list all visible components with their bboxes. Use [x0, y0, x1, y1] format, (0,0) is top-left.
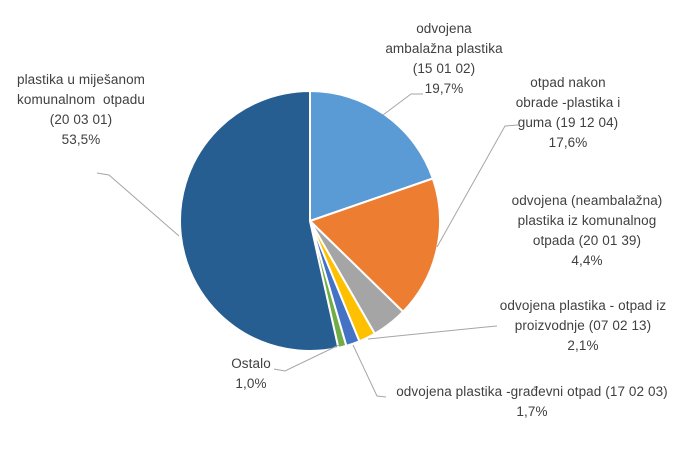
- pie-slices-group: [179, 90, 441, 352]
- leader-line-packaging-plastic: [382, 93, 423, 116]
- callout-non-packaging: odvojena (neambalažna) plastika iz komun…: [511, 193, 663, 268]
- leader-line-mixed-municipal: [96, 172, 180, 237]
- leader-line-production-waste: [367, 325, 498, 340]
- pie-slice-6: [179, 90, 340, 352]
- leader-line-construction-waste: [352, 344, 387, 398]
- callout-production-waste: odvojena plastika - otpad iz proizvodnje…: [499, 298, 667, 353]
- callout-after-treatment: otpad nakon obrade -plastika i guma (19 …: [515, 75, 621, 150]
- callout-construction-waste: odvojena plastika -građevni otpad (17 02…: [396, 384, 668, 419]
- callout-packaging-plastic: odvojena ambalažna plastika (15 01 02) 1…: [385, 21, 503, 96]
- callout-other: Ostalo 1,0%: [231, 356, 271, 391]
- pie-slice-1: [309, 177, 441, 313]
- leader-line-other: [273, 344, 340, 372]
- leader-line-after-treatment: [436, 124, 519, 248]
- callout-mixed-municipal: plastika u miješanom komunalnom otpadu (…: [16, 72, 146, 147]
